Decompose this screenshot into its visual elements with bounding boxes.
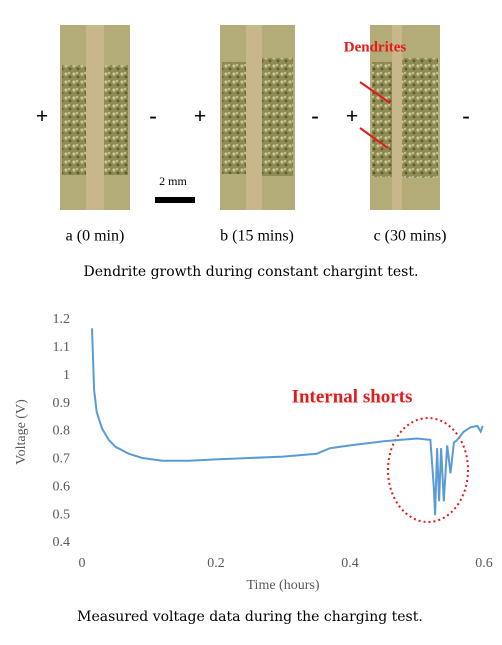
annotation: Dendrites [344, 39, 407, 55]
arrow [359, 127, 389, 149]
panel-label: c (30 mins) [374, 228, 447, 245]
x-tick-label: 0.2 [207, 556, 225, 571]
photo [370, 25, 440, 210]
highlight-circle [387, 417, 469, 523]
photo [220, 25, 295, 210]
x-tick-label: 0 [79, 556, 86, 571]
minus-sign: - [462, 103, 469, 128]
x-tick-label: 0.4 [341, 556, 359, 571]
annotation: Internal shorts [292, 386, 413, 407]
photos [60, 25, 440, 210]
x-axis-label: Time (hours) [247, 578, 320, 593]
y-tick-label: 0.7 [53, 452, 71, 467]
scale-bar [155, 197, 195, 203]
chart: Voltage (V) Time (hours) Internal shorts… [14, 312, 493, 593]
y-tick-label: 0.6 [53, 479, 71, 494]
photo [60, 25, 130, 210]
caption: Measured voltage data during the chargin… [77, 609, 423, 625]
plus-sign: + [36, 103, 49, 128]
y-tick-label: 0.5 [53, 507, 71, 522]
y-tick-label: 1 [63, 368, 70, 383]
y-tick-label: 1.1 [53, 340, 71, 355]
x-tick-label: 0.6 [475, 556, 493, 571]
plus-sign: + [346, 103, 359, 128]
scale-label: 2 mm [159, 174, 187, 188]
minus-sign: - [311, 103, 318, 128]
panel-label: a (0 min) [66, 228, 125, 245]
caption: Dendrite growth during constant chargint… [84, 264, 419, 280]
y-tick-label: 0.9 [53, 396, 71, 411]
y-tick-label: 0.8 [53, 424, 71, 439]
panel-label: b (15 mins) [220, 228, 294, 245]
y-axis-label: Voltage (V) [14, 399, 29, 465]
arrow [359, 81, 391, 104]
y-tick-label: 1.2 [53, 312, 71, 327]
y-tick-label: 0.4 [53, 535, 71, 550]
line [91, 328, 484, 516]
minus-sign: - [149, 103, 156, 128]
plus-sign: + [194, 103, 207, 128]
